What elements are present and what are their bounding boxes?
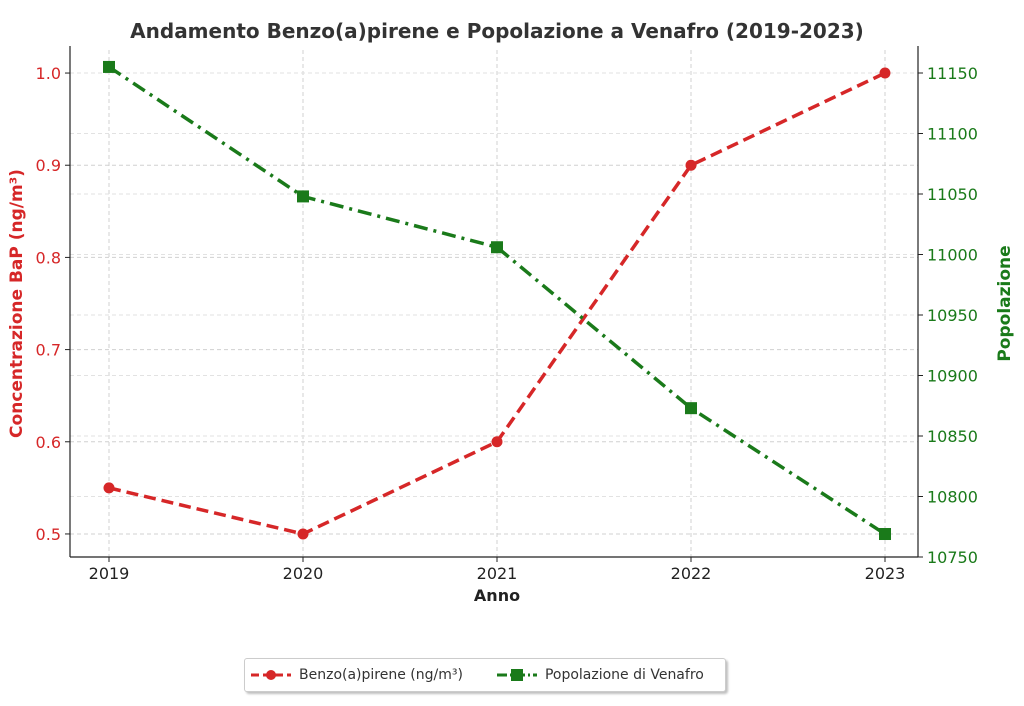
x-ticks: 2019 2020 2021 2022 2023 — [89, 557, 906, 583]
data-point-popolazione — [685, 402, 697, 415]
y-tick-right-label: 11150 — [927, 64, 978, 83]
y-tick-left-label: 0.5 — [36, 525, 61, 544]
y-tick-right-label: 11050 — [927, 185, 978, 204]
x-tick-label: 2022 — [671, 564, 712, 583]
series-layer — [103, 60, 891, 541]
legend: Benzo(a)pirene (ng/m³) Popolazione di Ve… — [244, 658, 726, 692]
y-tick-right-label: 10850 — [927, 427, 978, 446]
data-point-benzo — [879, 67, 891, 79]
y-ticks-left: 0.5 0.6 0.7 0.8 0.9 1.0 — [36, 64, 70, 544]
legend-swatch-benzo — [251, 670, 291, 680]
data-point-benzo — [491, 436, 503, 448]
legend-item-popolazione: Popolazione di Venafro — [496, 667, 704, 683]
data-point-popolazione — [879, 528, 891, 541]
chart-title: Andamento Benzo(a)pirene e Popolazione a… — [130, 19, 864, 43]
x-tick-label: 2023 — [865, 564, 906, 583]
data-point-benzo — [685, 159, 697, 171]
y-tick-left-label: 1.0 — [36, 64, 61, 83]
y-ticks-right: 10750 10800 10850 10900 10950 11000 11050 11100… — [918, 64, 978, 567]
data-point-popolazione — [297, 190, 309, 203]
y-tick-right-label: 11000 — [927, 245, 978, 264]
grid — [70, 50, 918, 558]
y-tick-left-label: 0.6 — [36, 433, 61, 452]
y-tick-right-label: 10750 — [927, 548, 978, 567]
legend-label-popolazione: Popolazione di Venafro — [544, 667, 704, 683]
y-tick-left-label: 0.7 — [36, 341, 61, 360]
data-point-popolazione — [103, 60, 115, 73]
y-tick-left-label: 0.9 — [36, 156, 61, 175]
series-line-popolazione — [108, 65, 886, 536]
y-tick-right-label: 10900 — [927, 366, 978, 385]
data-point-benzo — [103, 482, 115, 494]
y-tick-left-label: 0.8 — [36, 248, 61, 267]
data-point-popolazione — [491, 241, 503, 254]
x-axis-label: Anno — [474, 586, 520, 605]
y-tick-right-label: 10800 — [927, 487, 978, 506]
legend-label-benzo: Benzo(a)pirene (ng/m³) — [299, 667, 463, 683]
y-tick-right-label: 10950 — [927, 306, 978, 325]
x-tick-label: 2021 — [477, 564, 518, 583]
y-axis-left-label: Concentrazione BaP (ng/m³) — [7, 169, 27, 438]
x-tick-label: 2019 — [89, 564, 130, 583]
data-point-benzo — [297, 528, 309, 540]
legend-swatch-popolazione — [496, 669, 537, 681]
x-tick-label: 2020 — [283, 564, 324, 583]
axes — [69, 46, 919, 558]
y-tick-right-label: 11100 — [927, 124, 978, 143]
y-axis-right-label: Popolazione — [995, 245, 1015, 361]
legend-item-benzo: Benzo(a)pirene (ng/m³) — [251, 667, 463, 683]
